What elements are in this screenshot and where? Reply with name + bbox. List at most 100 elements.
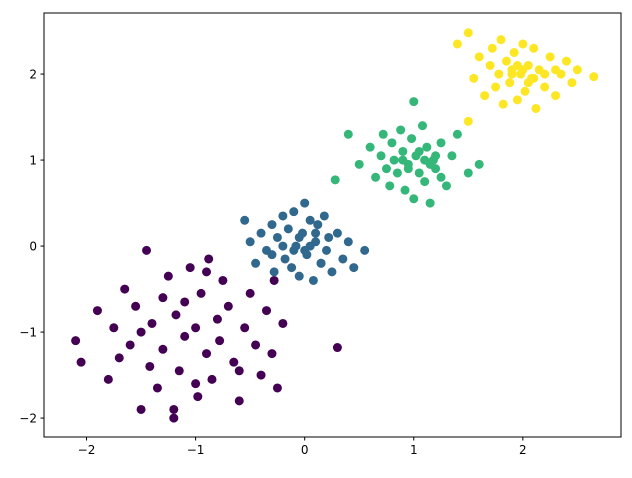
point [343, 237, 353, 247]
point [385, 181, 395, 191]
point [272, 232, 282, 242]
point [409, 194, 419, 204]
point [540, 82, 550, 92]
point [392, 168, 402, 178]
point [316, 258, 326, 268]
point [245, 237, 255, 247]
point [204, 254, 214, 264]
point [378, 129, 388, 139]
point [398, 155, 408, 165]
x-tick-label: 1 [410, 443, 418, 457]
plot-area [71, 28, 599, 423]
point [501, 56, 511, 66]
point [269, 267, 279, 277]
point [142, 245, 152, 255]
point [269, 275, 279, 285]
point [403, 164, 413, 174]
point [240, 215, 250, 225]
point [251, 258, 261, 268]
point [180, 331, 190, 341]
point [400, 185, 410, 195]
point [463, 116, 473, 126]
point [262, 306, 272, 316]
point [474, 52, 484, 62]
point [92, 306, 102, 316]
point [283, 224, 293, 234]
x-tick-label: 0 [301, 443, 309, 457]
point [396, 125, 406, 135]
point [487, 43, 497, 53]
point [494, 69, 504, 79]
point [349, 263, 359, 273]
point [505, 78, 515, 88]
point [389, 155, 399, 165]
point [529, 43, 539, 53]
point [229, 357, 239, 367]
point [120, 284, 130, 294]
axes-frame [43, 12, 622, 438]
point [441, 181, 451, 191]
point [485, 60, 495, 70]
point [136, 327, 146, 337]
point [215, 336, 225, 346]
point [300, 198, 310, 208]
point [447, 151, 457, 161]
point [202, 267, 212, 277]
point [256, 228, 266, 238]
point [180, 297, 190, 307]
point [300, 245, 310, 255]
point [311, 228, 321, 238]
point [496, 35, 506, 45]
point [251, 340, 261, 350]
point [294, 271, 304, 281]
point [409, 97, 419, 107]
x-tick-label: 2 [519, 443, 527, 457]
point [272, 383, 282, 393]
point [223, 301, 233, 311]
point [572, 65, 582, 75]
point [202, 349, 212, 359]
point [76, 357, 86, 367]
point [398, 146, 408, 156]
point [414, 146, 424, 156]
point [319, 211, 329, 221]
point [561, 56, 571, 66]
point [518, 39, 528, 49]
point [343, 129, 353, 139]
point [240, 323, 250, 333]
point [125, 340, 135, 350]
point [463, 28, 473, 38]
point [589, 72, 599, 82]
point [234, 396, 244, 406]
point [136, 404, 146, 414]
point [531, 103, 541, 113]
point [324, 232, 334, 242]
point [193, 392, 203, 402]
point [360, 245, 370, 255]
point [417, 121, 427, 131]
x-tick-label: −2 [78, 443, 96, 457]
point [463, 168, 473, 178]
point [322, 245, 332, 255]
point [191, 379, 201, 389]
point [278, 211, 288, 221]
point [407, 134, 417, 144]
point [480, 91, 490, 101]
point [436, 138, 446, 148]
point [545, 52, 555, 62]
point [354, 159, 364, 169]
point [267, 349, 277, 359]
point [109, 323, 119, 333]
point [414, 168, 424, 178]
point [145, 361, 155, 371]
point [147, 318, 157, 328]
point [551, 65, 561, 75]
point [332, 228, 342, 238]
point [212, 314, 222, 324]
point [163, 271, 173, 281]
point [158, 344, 168, 354]
point [425, 198, 435, 208]
y-tick-label: −2 [19, 412, 37, 426]
point [152, 383, 162, 393]
